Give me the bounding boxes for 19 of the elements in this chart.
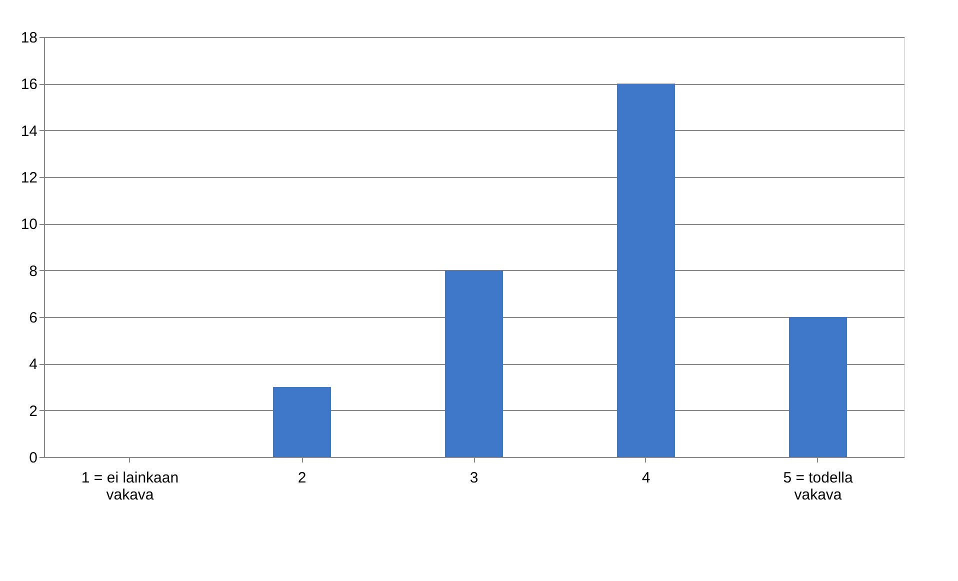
x-tick-label: 2 [298, 470, 306, 486]
y-tick-label: 10 [20, 216, 38, 234]
bar [789, 317, 847, 457]
x-tick-label: 3 [470, 470, 478, 486]
x-tick-label: 1 = ei lainkaan vakava [81, 470, 179, 504]
y-tick-label: 6 [29, 310, 38, 326]
y-tick-label: 16 [20, 76, 38, 94]
y-tick-label: 8 [29, 262, 38, 280]
bar [617, 84, 675, 457]
y-tick-label: 14 [20, 122, 38, 140]
bar [273, 387, 331, 457]
x-tick-label: 4 [642, 470, 650, 486]
y-tick-label: 4 [29, 356, 38, 374]
y-tick-label: 2 [29, 402, 38, 420]
y-tick-label: 18 [20, 30, 38, 46]
bar [445, 270, 503, 457]
x-tick-label: 5 = todella vakava [783, 470, 854, 504]
y-tick-label: 12 [20, 170, 38, 186]
y-tick-label: 0 [29, 450, 38, 466]
